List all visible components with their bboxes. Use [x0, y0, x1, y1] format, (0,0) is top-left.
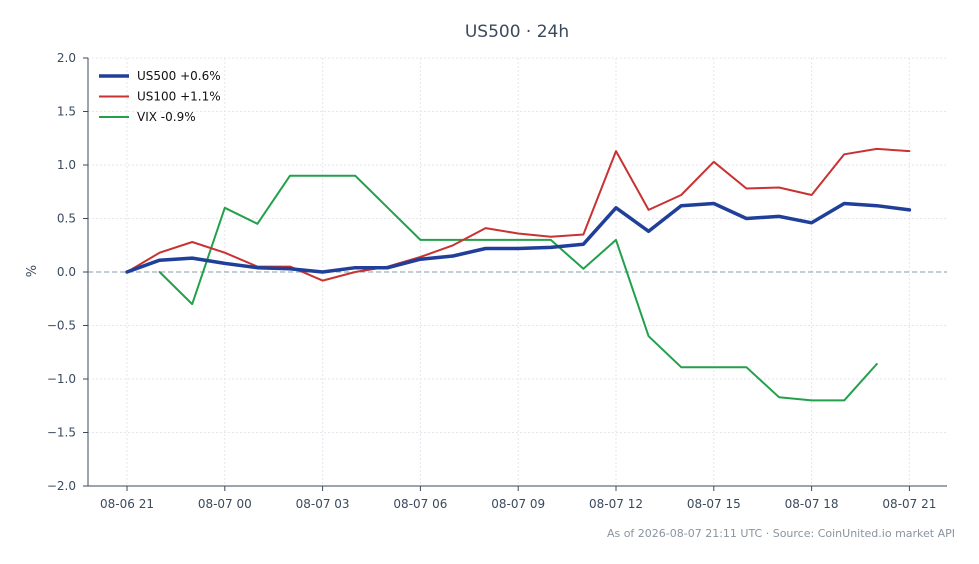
series-line-us500 — [125, 201, 912, 274]
y-tick-label: −1.0 — [47, 372, 76, 386]
y-tick-label: −2.0 — [47, 479, 76, 493]
series-line-vix — [158, 174, 878, 402]
x-tick-label: 08-07 03 — [296, 497, 350, 511]
y-tick-label: 1.0 — [57, 158, 76, 172]
source-footer: As of 2026-08-07 21:11 UTC · Source: Coi… — [607, 527, 955, 540]
x-tick-label: 08-06 21 — [100, 497, 154, 511]
legend-label: VIX -0.9% — [137, 110, 196, 124]
legend-label: US500 +0.6% — [137, 69, 221, 83]
x-tick-label: 08-07 00 — [198, 497, 252, 511]
x-tick-label: 08-07 18 — [785, 497, 839, 511]
series-lines — [125, 147, 912, 402]
y-axis-label: % — [25, 265, 40, 277]
y-tick-labels: 2.0 1.5 1.0 0.5 0.0 −0.5 −1.0 −1.5 −2.0 — [47, 51, 76, 493]
legend-label: US100 +1.1% — [137, 90, 221, 104]
chart-title: US500 · 24h — [465, 22, 569, 42]
x-tick-labels: 08-06 21 08-07 00 08-07 03 08-07 06 08-07 09… — [100, 497, 936, 511]
axes — [83, 57, 947, 491]
x-tick-label: 08-07 21 — [882, 497, 936, 511]
y-tick-label: 1.5 — [57, 105, 76, 119]
x-tick-label: 08-07 15 — [687, 497, 741, 511]
y-tick-label: 0.0 — [57, 265, 76, 279]
y-tick-label: 0.5 — [57, 212, 76, 226]
legend: US500 +0.6% US100 +1.1% VIX -0.9% — [99, 69, 221, 124]
y-tick-label: 2.0 — [57, 51, 76, 65]
y-tick-label: −0.5 — [47, 319, 76, 333]
x-tick-label: 08-07 06 — [393, 497, 447, 511]
x-tick-label: 08-07 09 — [491, 497, 545, 511]
y-tick-label: −1.5 — [47, 426, 76, 440]
x-tick-label: 08-07 12 — [589, 497, 643, 511]
